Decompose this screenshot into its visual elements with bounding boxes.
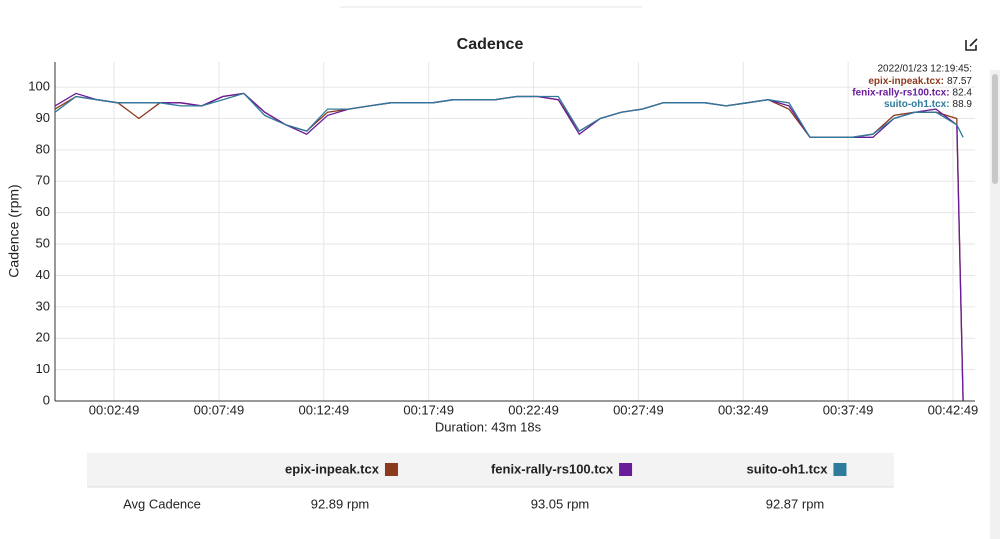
series-line <box>54 92 964 402</box>
y-tick-label: 20 <box>36 330 50 345</box>
tooltip-time: 2022/01/23 12:19:45: <box>877 64 972 75</box>
tooltip-value: 88.9 <box>953 99 973 110</box>
tooltip-entry: fenix-rally-rs100.tcx: 82.4 <box>852 87 972 98</box>
plot: 0 10 20 30 40 50 60 70 80 90 100 00:02:49 00:07:49 00… <box>28 62 978 417</box>
y-tick-label: 100 <box>28 79 50 94</box>
table: epix-inpeak.tcx fenix-rally-rs100.tcx suit… <box>123 461 847 511</box>
table-cell: 92.87 rpm <box>766 496 825 511</box>
chart-title: Cadence <box>457 36 524 53</box>
y-tick-label: 50 <box>36 235 50 250</box>
tooltip-entry: epix-inpeak.tcx: 87.57 <box>868 76 972 87</box>
edit-icon[interactable] <box>965 38 978 51</box>
x-tick-label: 00:37:49 <box>823 402 874 417</box>
x-tick-label: 00:12:49 <box>298 402 349 417</box>
series-line <box>54 92 964 402</box>
y-tick-label: 60 <box>36 204 50 219</box>
y-tick-label: 10 <box>36 361 50 376</box>
legend-swatch <box>619 463 633 476</box>
legend-swatch <box>384 463 398 476</box>
x-axis-label: Duration: 43m 18s <box>435 419 542 434</box>
y-axis-label: Cadence (rpm) <box>6 184 22 277</box>
y-tick-label: 70 <box>36 173 50 188</box>
scrollbar <box>990 70 1000 539</box>
y-tick-label: 90 <box>36 110 50 125</box>
table-header <box>87 453 894 487</box>
y-tick-label: 80 <box>36 141 50 156</box>
y-tick-label: 40 <box>36 267 50 282</box>
table-cell: 93.05 rpm <box>531 496 590 511</box>
x-tick-label: 00:27:49 <box>613 402 664 417</box>
tooltip-value: 87.57 <box>947 76 972 87</box>
tooltip-value: 82.4 <box>953 87 973 98</box>
table-cell: 92.89 rpm <box>311 496 370 511</box>
edit-box <box>965 40 977 51</box>
column-header: epix-inpeak.tcx <box>285 461 380 476</box>
column-header: suito-oh1.tcx <box>747 461 829 476</box>
y-tick-label: 30 <box>36 298 50 313</box>
tooltip-entry: suito-oh1.tcx: 88.9 <box>884 99 972 110</box>
x-tick-label: 00:42:49 <box>928 402 979 417</box>
tooltip-series: suito-oh1.tcx: <box>884 99 950 110</box>
x-tick-label: 00:32:49 <box>718 402 769 417</box>
y-tick-label: 0 <box>43 392 50 407</box>
row-label: Avg Cadence <box>123 496 201 511</box>
x-tick-label: 00:17:49 <box>403 402 454 417</box>
tooltip-series: epix-inpeak.tcx: <box>868 76 944 87</box>
column-header: fenix-rally-rs100.tcx <box>491 461 614 476</box>
series-line <box>54 92 964 138</box>
x-tick-label: 00:02:49 <box>89 402 140 417</box>
x-tick-label: 00:07:49 <box>194 402 245 417</box>
legend-swatch <box>833 463 847 476</box>
tooltip-series: fenix-rally-rs100.tcx: <box>852 87 949 98</box>
x-tick-label: 00:22:49 <box>508 402 559 417</box>
scroll-thumb[interactable] <box>992 74 998 184</box>
edit-pen <box>969 38 978 47</box>
